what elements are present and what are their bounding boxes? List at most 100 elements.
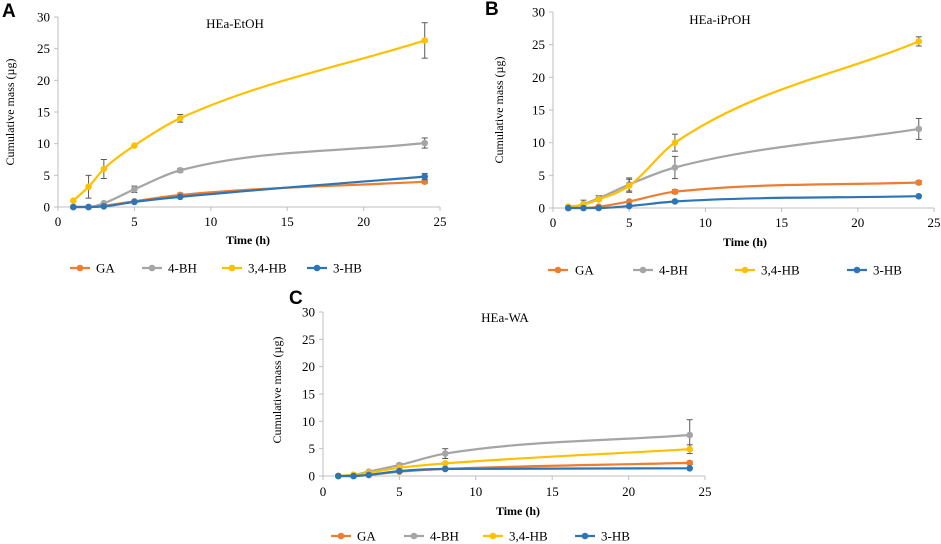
data-point	[350, 472, 357, 480]
x-axis-label: Time (h)	[226, 233, 270, 247]
x-tick-label: 15	[281, 214, 294, 229]
x-tick-label: 10	[699, 215, 712, 230]
legend-swatch-marker	[313, 264, 321, 272]
legend-item: GA	[548, 263, 594, 278]
data-point	[365, 471, 373, 479]
legend-item: 3,4-HB	[222, 261, 287, 276]
y-tick-label: 10	[37, 136, 50, 151]
y-tick-label: 25	[37, 41, 50, 56]
series-3-4-hb	[334, 444, 694, 480]
y-tick-label: 30	[37, 10, 50, 25]
y-tick-label: 30	[302, 305, 315, 320]
legend: GA 4-BH 3,4-HB 3-HB	[548, 263, 902, 278]
y-tick-label: 5	[309, 441, 316, 456]
chart-title: HEa-WA	[481, 310, 529, 325]
y-tick-label: 15	[37, 105, 50, 120]
data-point	[686, 445, 694, 453]
data-point	[396, 467, 403, 475]
data-point	[131, 185, 138, 193]
data-point	[100, 165, 108, 173]
x-tick-label: 25	[928, 215, 941, 230]
data-point	[595, 204, 603, 212]
y-tick-label: 0	[539, 201, 546, 216]
legend-swatch-marker	[554, 266, 562, 274]
legend-label: 3,4-HB	[248, 261, 287, 276]
x-tick-label: 15	[546, 484, 559, 499]
data-point	[625, 182, 633, 190]
legend-item: 3,4-HB	[483, 529, 548, 544]
legend-label: 4-BH	[430, 529, 459, 544]
x-tick-label: 10	[469, 484, 482, 499]
data-point	[686, 465, 694, 472]
legend-item: 3-HB	[847, 263, 902, 278]
legend-label: 3-HB	[333, 261, 362, 276]
data-point	[69, 197, 77, 204]
legend-item: GA	[70, 261, 115, 276]
panel-label: C	[289, 288, 303, 309]
chart-title: HEa-iPrOH	[689, 12, 750, 27]
data-point	[915, 192, 923, 200]
x-tick-label: 0	[320, 484, 327, 499]
data-point	[686, 459, 694, 467]
legend-label: 3,4-HB	[509, 529, 548, 544]
legend-swatch-marker	[148, 264, 156, 272]
chart-title: HEa-EtOH	[206, 16, 264, 31]
legend-swatch-marker	[639, 266, 647, 274]
y-tick-label: 0	[309, 469, 316, 484]
series-line	[73, 175, 425, 209]
data-point	[69, 203, 77, 211]
legend: GA 4-BH 3,4-HB 3-HB	[331, 529, 630, 544]
data-point	[671, 164, 679, 171]
y-axis-label: Cumulative mass (µg)	[492, 57, 506, 164]
data-point	[915, 125, 923, 133]
data-point	[441, 450, 449, 457]
panel-label: A	[2, 1, 16, 22]
data-point	[131, 142, 138, 149]
series-4-bh	[69, 137, 429, 211]
data-point	[131, 198, 138, 206]
data-point	[85, 183, 92, 191]
y-tick-label: 15	[302, 387, 315, 402]
data-point	[421, 37, 429, 44]
legend-swatch-marker	[76, 264, 84, 272]
data-point	[625, 198, 633, 205]
data-point	[671, 198, 679, 205]
series-line	[568, 181, 919, 210]
y-tick-label: 5	[539, 168, 546, 183]
data-point	[421, 173, 429, 180]
data-point	[915, 38, 923, 45]
data-point	[334, 472, 342, 480]
series-line	[568, 40, 920, 208]
y-tick-label: 20	[532, 70, 545, 85]
legend-item: 3,4-HB	[735, 263, 800, 278]
chart-panel-b: B 0 5 10 15 20 25 30 0 5 10 15 20 25 HEa-iPrOH Time (h)…	[485, 0, 941, 278]
data-point	[564, 204, 572, 212]
legend-label: GA	[96, 261, 115, 276]
data-point	[441, 460, 449, 467]
chart-panel-c: C 0 5 10 15 20 25 30 0 5 10 15 20 25 HEa-WA Time (h) Cum…	[270, 288, 712, 544]
y-axis-label: Cumulative mass (µg)	[3, 59, 17, 166]
y-tick-label: 20	[37, 73, 50, 88]
legend-label: GA	[357, 529, 376, 544]
y-tick-label: 10	[532, 135, 545, 150]
data-point	[176, 193, 184, 201]
x-axis-label: Time (h)	[496, 504, 540, 518]
x-tick-label: 5	[396, 484, 403, 499]
x-tick-label: 15	[775, 215, 788, 230]
y-tick-label: 25	[302, 332, 315, 347]
legend-swatch-marker	[410, 532, 418, 540]
data-point	[686, 431, 694, 439]
x-tick-label: 0	[550, 215, 557, 230]
y-tick-label: 0	[44, 200, 51, 215]
legend-label: 3-HB	[601, 529, 630, 544]
data-point	[625, 202, 633, 210]
data-point	[671, 188, 679, 195]
y-tick-label: 5	[44, 168, 51, 183]
legend-label: 4-BH	[659, 263, 688, 278]
series-3-hb	[69, 172, 429, 211]
data-point	[421, 139, 429, 147]
legend-swatch-marker	[489, 532, 497, 540]
x-tick-label: 20	[622, 484, 635, 499]
y-tick-label: 15	[532, 103, 545, 118]
